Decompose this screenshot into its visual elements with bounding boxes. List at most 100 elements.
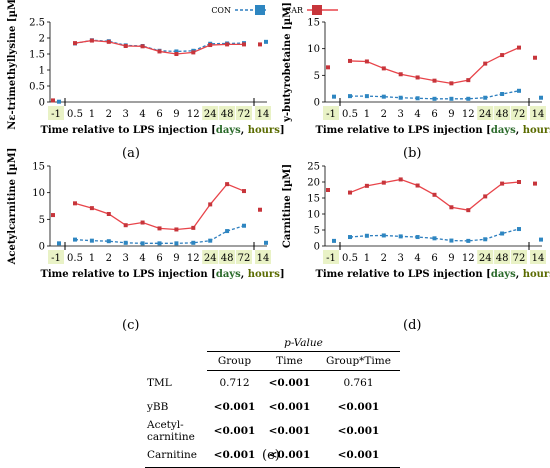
chart-b-x-tick-bg-10 [494, 106, 511, 120]
chart-a-x-tick-label-3: 2 [106, 109, 112, 120]
chart-d-x-tick-label-11: 72 [513, 253, 526, 264]
chart-a-x-axis-label: Time relative to LPS injection [days, ho… [40, 125, 284, 136]
chart-b-x-label-part-0: Time relative to LPS injection [ [315, 125, 491, 136]
chart-d-car-point-10 [517, 180, 521, 184]
chart-b-car-end-point [533, 55, 537, 60]
chart-c-x-tick-label-5: 4 [139, 253, 145, 264]
chart-a-x-label-part-2: , [241, 125, 248, 136]
chart-b-y-tick-label-1: 5 [314, 71, 320, 82]
chart-c-x-tick-label-8: 12 [187, 253, 200, 264]
chart-d-con-point-6 [449, 238, 454, 243]
chart-c-car-line [74, 183, 245, 231]
chart-c-car-point-6 [174, 227, 179, 232]
chart-b-car-point-8 [483, 61, 488, 66]
chart-b-con-point-5 [432, 96, 437, 101]
cell-carn-time: <0.001 [261, 443, 317, 468]
chart-a-car-point-4 [140, 44, 145, 49]
chart-a-car-point-1 [89, 38, 94, 43]
chart-d-con-point-3 [398, 234, 403, 239]
chart-d-x-axis-label: Time relative to LPS injection [days, ho… [315, 269, 550, 280]
chart-d-car-end-point [533, 181, 537, 186]
cell-acetyl-group-time: <0.001 [337, 425, 380, 437]
chart-a-y-tick-label-2: 1 [39, 66, 45, 77]
caption-c: (c) [122, 318, 140, 333]
chart-a-car-baseline-point [51, 98, 55, 103]
chart-c-con-point-8 [208, 238, 213, 243]
cell-tml-group: 0.712 [219, 377, 250, 389]
caption-e: (e) [262, 448, 280, 463]
chart-a-x-tick-label-0: -1 [51, 109, 61, 120]
chart-c-x-label-part-3: hours [248, 269, 280, 280]
chart-d-con-point-7 [466, 238, 471, 243]
chart-d-car-point-9 [500, 181, 505, 186]
chart-b-con-point-6 [449, 96, 454, 101]
chart-c-car-point-0 [73, 201, 77, 206]
chart-b-con-point-1 [364, 94, 369, 99]
panel-b: 0 5 10 15 -1 0.5 1 2 3 4 6 9 12 24 48 72 14 Time relative… [275, 2, 550, 158]
chart-d-car-point-0 [348, 190, 352, 195]
chart-d-x-tick-label-2: 1 [364, 253, 370, 264]
chart-d-car-point-1 [364, 183, 369, 188]
chart-b-x-tick-bg-11 [511, 106, 527, 120]
chart-b-car-point-5 [432, 78, 437, 83]
chart-c-y-tick-label-0: 0 [39, 242, 45, 253]
chart-c-x-tick-label-7: 9 [173, 253, 179, 264]
cell-ybb-group: <0.001 [213, 401, 256, 413]
chart-c-car-baseline-point [51, 213, 55, 218]
chart-a-y-tick-label-1: 0.5 [29, 82, 45, 93]
caption-a: (a) [122, 146, 140, 161]
chart-c-con-point-9 [225, 229, 230, 234]
row-label-carnitine: Carnitine [145, 443, 207, 468]
chart-c-con-point-2 [106, 239, 111, 244]
chart-b-x-tick-label-8: 12 [462, 109, 475, 120]
chart-c-car-point-8 [208, 202, 213, 207]
chart-c-car-end-point [258, 207, 262, 212]
chart-b-y-axis-label: y-butyrobetaine [µM] [282, 2, 293, 123]
chart-d-x-tick-label-7: 9 [448, 253, 454, 264]
chart-a-x-tick-label-8: 12 [187, 109, 200, 120]
chart-c-x-tick-label-3: 2 [106, 253, 112, 264]
chart-b-x-tick-label-4: 3 [398, 109, 404, 120]
chart-c-x-label-part-0: Time relative to LPS injection [ [40, 269, 216, 280]
chart-c-con-point-3 [123, 240, 128, 245]
chart-a-con-end-point [264, 39, 268, 44]
chart-a-x-tick-bg-12 [255, 106, 271, 120]
chart-a-x-tick-label-9: 24 [204, 109, 217, 120]
chart-a-car-point-2 [106, 39, 111, 44]
chart-c-con-point-5 [157, 241, 162, 246]
chart-c-car-point-7 [191, 225, 196, 230]
chart-c-y-tick-label-2: 10 [32, 188, 45, 199]
chart-d-x-tick-bg-12 [530, 250, 546, 264]
chart-b-con-point-3 [398, 95, 403, 100]
chart-b-car-point-3 [398, 72, 403, 77]
chart-b-con-point-2 [381, 94, 386, 99]
chart-c-x-tick-bg-10 [219, 250, 236, 264]
chart-c-x-tick-label-9: 24 [204, 253, 217, 264]
chart-b-x-tick-label-5: 4 [414, 109, 420, 120]
chart-b-x-tick-bg-12 [530, 106, 546, 120]
chart-c-con-point-10 [242, 223, 246, 228]
cell-tml-group-time: 0.761 [343, 377, 374, 389]
chart-a-con-point-6 [174, 49, 179, 54]
chart-c-car-point-10 [242, 189, 246, 194]
chart-d-con-point-5 [432, 236, 437, 241]
cell-carn-group: <0.001 [207, 443, 262, 468]
chart-b-con-end-point [539, 95, 543, 100]
chart-d-x-tick-bg-0 [323, 250, 339, 264]
chart-c-con-end-point [264, 240, 268, 245]
chart-d-con-point-8 [483, 237, 488, 242]
chart-a-x-tick-label-1: 0.5 [67, 109, 83, 120]
chart-d-x-tick-label-3: 2 [381, 253, 387, 264]
chart-a-y-tick-label-3: 1.5 [29, 50, 45, 61]
chart-d-con-point-9 [500, 231, 505, 236]
chart-d-con-point-1 [364, 233, 369, 238]
chart-b-car-line [349, 47, 520, 84]
row-label-tml: TML [147, 376, 172, 389]
cell-carn-group-time: <0.001 [316, 443, 400, 468]
chart-c-y-tick-label-3: 15 [32, 162, 45, 173]
chart-c-con-point-0 [73, 237, 77, 242]
chart-a-x-tick-bg-0 [48, 106, 64, 120]
row-label-acetyl-1: Acetyl- [147, 419, 184, 431]
chart-d-x-tick-label-6: 6 [431, 253, 437, 264]
